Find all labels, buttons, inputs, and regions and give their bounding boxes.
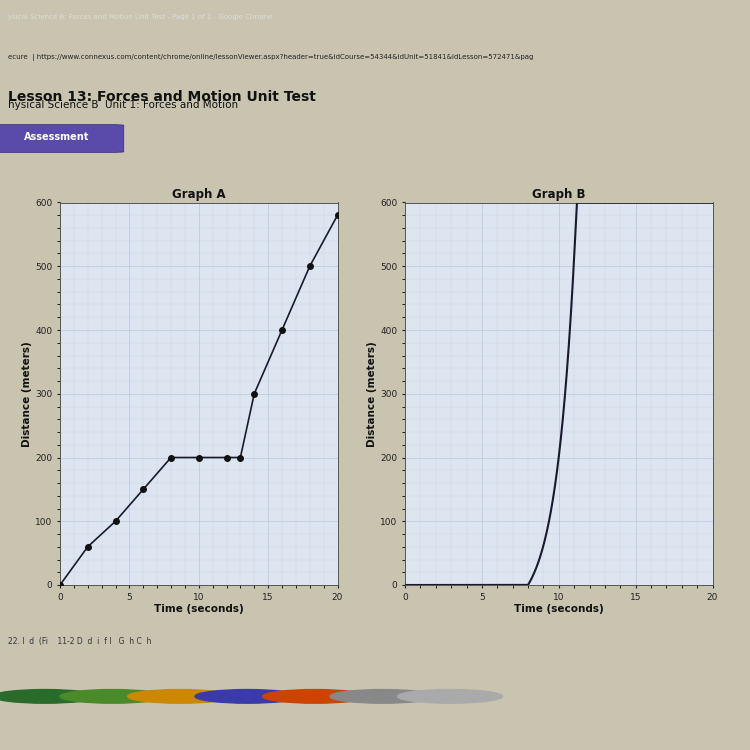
Circle shape [398,689,502,703]
Circle shape [195,689,300,703]
Text: ecure  | https://www.connexus.com/content/chrome/online/lessonViewer.aspx?header: ecure | https://www.connexus.com/content… [8,55,532,62]
Y-axis label: Distance (meters): Distance (meters) [368,340,377,447]
Text: Lesson 13: Forces and Motion Unit Test: Lesson 13: Forces and Motion Unit Test [8,90,315,104]
Circle shape [0,689,98,703]
Circle shape [128,689,232,703]
X-axis label: Time (seconds): Time (seconds) [514,604,604,614]
Text: ysical Science B: Forces and Motion Unit Test - Page 1 of 1 - Google Chrome: ysical Science B: Forces and Motion Unit… [8,14,272,20]
Circle shape [262,689,368,703]
X-axis label: Time (seconds): Time (seconds) [154,604,244,614]
Text: Assessment: Assessment [23,132,89,142]
Title: Graph B: Graph B [532,188,586,201]
Circle shape [60,689,165,703]
Title: Graph A: Graph A [172,188,226,201]
FancyBboxPatch shape [0,124,124,152]
Text: hysical Science B  Unit 1: Forces and Motion: hysical Science B Unit 1: Forces and Mot… [8,100,238,110]
Circle shape [330,689,435,703]
Text: 22. I  d  (Fi    11-2 D  d  i  f l   G  h C  h: 22. I d (Fi 11-2 D d i f l G h C h [8,637,156,646]
Y-axis label: Distance (meters): Distance (meters) [22,340,32,447]
